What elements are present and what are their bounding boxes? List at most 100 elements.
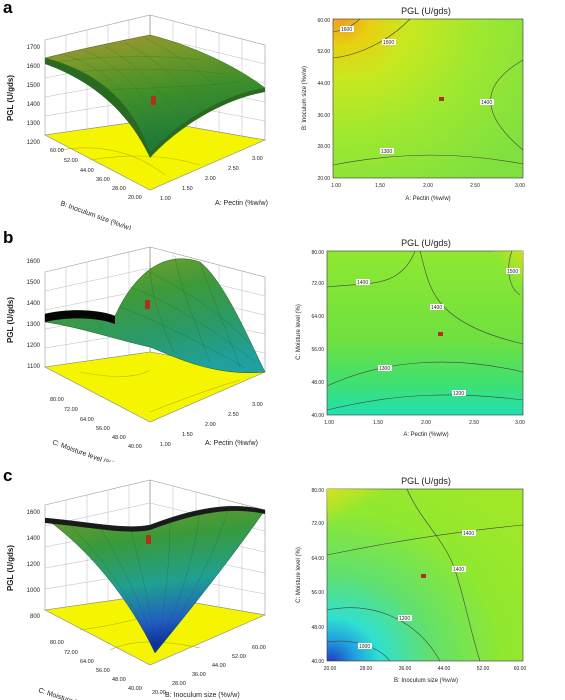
svg-text:28.00: 28.00 (360, 666, 373, 672)
svg-text:44.00: 44.00 (317, 81, 330, 87)
svg-text:64.00: 64.00 (311, 314, 324, 320)
svg-text:36.00: 36.00 (317, 113, 330, 119)
svg-text:1.50: 1.50 (182, 432, 193, 438)
svg-text:28.00: 28.00 (172, 681, 186, 687)
x-axis-label: A: Pectin (%w/w) (405, 196, 450, 202)
svg-text:1200: 1200 (399, 616, 410, 622)
surface-edge (45, 506, 265, 532)
svg-text:64.00: 64.00 (80, 417, 94, 423)
svg-text:1100: 1100 (27, 364, 41, 370)
svg-text:80.00: 80.00 (311, 488, 324, 494)
svg-text:1.00: 1.00 (324, 420, 334, 426)
response-surface (44, 34, 266, 153)
svg-text:1500: 1500 (27, 280, 41, 286)
z-axis-label: PGL (U/gds) (6, 297, 15, 343)
svg-text:1.50: 1.50 (373, 420, 383, 426)
svg-text:80.00: 80.00 (311, 250, 324, 256)
svg-text:1.00: 1.00 (331, 183, 341, 189)
surface-shadow (45, 310, 115, 324)
svg-text:3.00: 3.00 (252, 402, 263, 408)
panel-letter-c: c (3, 466, 13, 485)
svg-text:3.00: 3.00 (515, 420, 525, 426)
svg-text:1400: 1400 (357, 280, 368, 286)
svg-text:2.50: 2.50 (228, 412, 239, 418)
svg-text:60.00: 60.00 (252, 645, 266, 651)
svg-text:56.00: 56.00 (311, 347, 324, 353)
svg-text:1.00: 1.00 (160, 196, 171, 202)
surface-plot-b: 1600 1500 1400 1300 1200 1100 PGL (U/gds… (6, 246, 267, 462)
svg-text:60.00: 60.00 (317, 18, 330, 24)
svg-text:1400: 1400 (27, 301, 41, 307)
svg-text:1400: 1400 (27, 102, 41, 108)
svg-text:2.50: 2.50 (228, 166, 239, 172)
x-axis-ticks: 1.00 1.50 2.00 2.50 3.00 (160, 402, 263, 448)
svg-text:20.00: 20.00 (317, 176, 330, 182)
surface-plot-c: 1600 1400 1200 1000 800 PGL (U/gds) 80.0… (6, 479, 267, 700)
y-axis-label: C: Moisture level (%) (37, 687, 101, 700)
svg-text:40.00: 40.00 (311, 413, 324, 419)
center-point-marker (146, 535, 151, 544)
svg-text:80.00: 80.00 (50, 640, 64, 646)
svg-text:1000: 1000 (359, 644, 370, 650)
surface-mesh (54, 37, 241, 147)
x-axis-ticks: 1.00 1.50 2.00 2.50 3.00 (324, 420, 525, 426)
svg-text:1600: 1600 (27, 510, 41, 516)
svg-text:44.00: 44.00 (80, 168, 94, 174)
svg-text:1300: 1300 (27, 322, 41, 328)
svg-text:2.50: 2.50 (470, 183, 480, 189)
panel-letter-b: b (3, 228, 14, 247)
y-axis-label: B: Inoculum size (%v/w) (59, 200, 132, 230)
svg-text:800: 800 (30, 614, 41, 620)
contour-high-region (327, 489, 407, 549)
y-axis-label: C: Moisture level (%) (296, 304, 302, 360)
center-point-marker (145, 300, 150, 309)
y-axis-ticks: 60.00 52.00 44.00 36.00 28.00 20.00 (50, 148, 142, 201)
y-axis-ticks: 40.00 48.00 56.00 64.00 72.00 80.00 (311, 488, 324, 665)
contour-plot-a: PGL (U/gds) 1600 1500 1400 1300 20.00 28… (302, 6, 525, 202)
svg-text:2.00: 2.00 (421, 420, 431, 426)
svg-text:1500: 1500 (383, 40, 394, 46)
svg-text:72.00: 72.00 (64, 407, 78, 413)
y-axis-ticks: 80.00 72.00 64.00 56.00 48.00 40.00 (50, 397, 142, 450)
x-axis-ticks: 1.00 1.50 2.00 2.50 3.00 (160, 156, 263, 202)
svg-text:52.00: 52.00 (232, 654, 246, 660)
svg-text:48.00: 48.00 (112, 435, 126, 441)
contour-value-labels: 1500 1400 1400 1300 1200 (356, 268, 520, 397)
contour-title: PGL (U/gds) (401, 238, 451, 248)
z-axis-ticks: 1600 1500 1400 1300 1200 1100 (27, 259, 41, 370)
x-axis-label: B: Inoculum size (%v/w) (394, 678, 458, 684)
svg-text:52.00: 52.00 (64, 158, 78, 164)
svg-text:1200: 1200 (27, 140, 41, 146)
center-point-marker (438, 332, 443, 336)
surface-mesh (69, 504, 231, 649)
center-point-marker (151, 96, 156, 105)
svg-text:72.00: 72.00 (311, 281, 324, 287)
svg-text:1500: 1500 (27, 83, 41, 89)
svg-text:40.00: 40.00 (128, 686, 142, 692)
floor-projection (44, 119, 267, 191)
svg-text:48.00: 48.00 (311, 380, 324, 386)
x-axis-label: A: Pectin (%w/w) (205, 440, 258, 447)
z-axis-ticks: 1700 1600 1500 1400 1300 1200 (27, 45, 41, 146)
svg-text:1300: 1300 (27, 121, 41, 127)
svg-text:56.00: 56.00 (311, 590, 324, 596)
contour-plot-b: PGL (U/gds) 1500 1400 1400 1300 1200 40.… (296, 238, 525, 438)
svg-text:1200: 1200 (453, 391, 464, 397)
x-axis-label: A: Pectin (%w/w) (403, 432, 448, 438)
y-axis-ticks: 40.00 48.00 56.00 64.00 72.00 80.00 (311, 250, 324, 419)
svg-text:1600: 1600 (341, 27, 352, 33)
svg-text:80.00: 80.00 (50, 397, 64, 403)
svg-text:1200: 1200 (27, 343, 41, 349)
svg-text:3.00: 3.00 (515, 183, 525, 189)
svg-text:20.00: 20.00 (152, 690, 166, 696)
contour-lines (332, 18, 524, 166)
svg-text:28.00: 28.00 (317, 144, 330, 150)
center-point-marker (421, 574, 426, 578)
y-axis-label: C: Moisture level (%) (51, 439, 114, 462)
svg-text:1.00: 1.00 (160, 442, 171, 448)
svg-text:56.00: 56.00 (96, 668, 110, 674)
contour-value-labels: 1400 1400 1200 1000 (358, 530, 476, 650)
contour-lines (326, 250, 524, 411)
y-axis-ticks: 20.00 28.00 36.00 44.00 52.00 60.00 (317, 18, 330, 182)
svg-text:60.00: 60.00 (514, 666, 527, 672)
